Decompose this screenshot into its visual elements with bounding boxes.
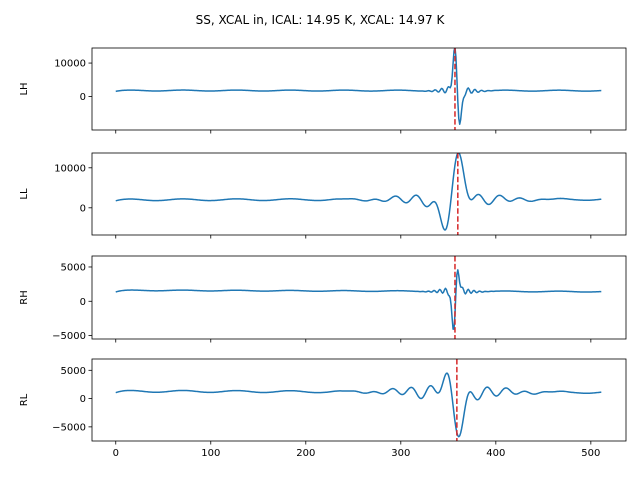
y-axis-label: RL bbox=[19, 393, 30, 406]
y-tick-label: 0 bbox=[80, 394, 86, 405]
y-tick-label: −5000 bbox=[52, 422, 86, 433]
y-tick-label: 0 bbox=[80, 92, 86, 103]
series-line bbox=[115, 48, 602, 125]
subplot-rh: −5000 0 5000 RH bbox=[19, 255, 627, 343]
axes-frame bbox=[91, 152, 627, 236]
x-tick-label: 500 bbox=[581, 448, 600, 459]
series-line bbox=[115, 372, 602, 438]
y-axis-label: LH bbox=[19, 82, 30, 95]
series-line bbox=[115, 269, 602, 330]
axes-frame bbox=[91, 255, 627, 340]
y-axis-label: RH bbox=[19, 290, 30, 304]
axes-frame bbox=[91, 47, 627, 131]
axes-frame bbox=[91, 358, 627, 442]
y-axis-label: LL bbox=[19, 188, 30, 200]
subplot-rl: 0 100 200 300 400 500 −5000 0 5000 RL bbox=[19, 358, 627, 459]
x-tick-label: 300 bbox=[391, 448, 410, 459]
subplot-ll: 0 10000 LL bbox=[19, 152, 627, 239]
y-tick-label: 10000 bbox=[54, 59, 86, 70]
x-tick-label: 100 bbox=[201, 448, 220, 459]
x-tick-label: 0 bbox=[113, 448, 119, 459]
y-tick-label: 5000 bbox=[61, 262, 86, 273]
y-tick-label: 0 bbox=[80, 203, 86, 214]
series-line bbox=[115, 153, 602, 231]
figure-title: SS, XCAL in, ICAL: 14.95 K, XCAL: 14.97 … bbox=[196, 13, 446, 27]
subplot-lh: 0 10000 LH bbox=[19, 47, 627, 134]
x-tick-label: 400 bbox=[486, 448, 505, 459]
x-tick-label: 200 bbox=[296, 448, 315, 459]
y-tick-label: −5000 bbox=[52, 331, 86, 342]
y-tick-label: 0 bbox=[80, 297, 86, 308]
y-tick-label: 10000 bbox=[54, 163, 86, 174]
y-tick-label: 5000 bbox=[61, 366, 86, 377]
